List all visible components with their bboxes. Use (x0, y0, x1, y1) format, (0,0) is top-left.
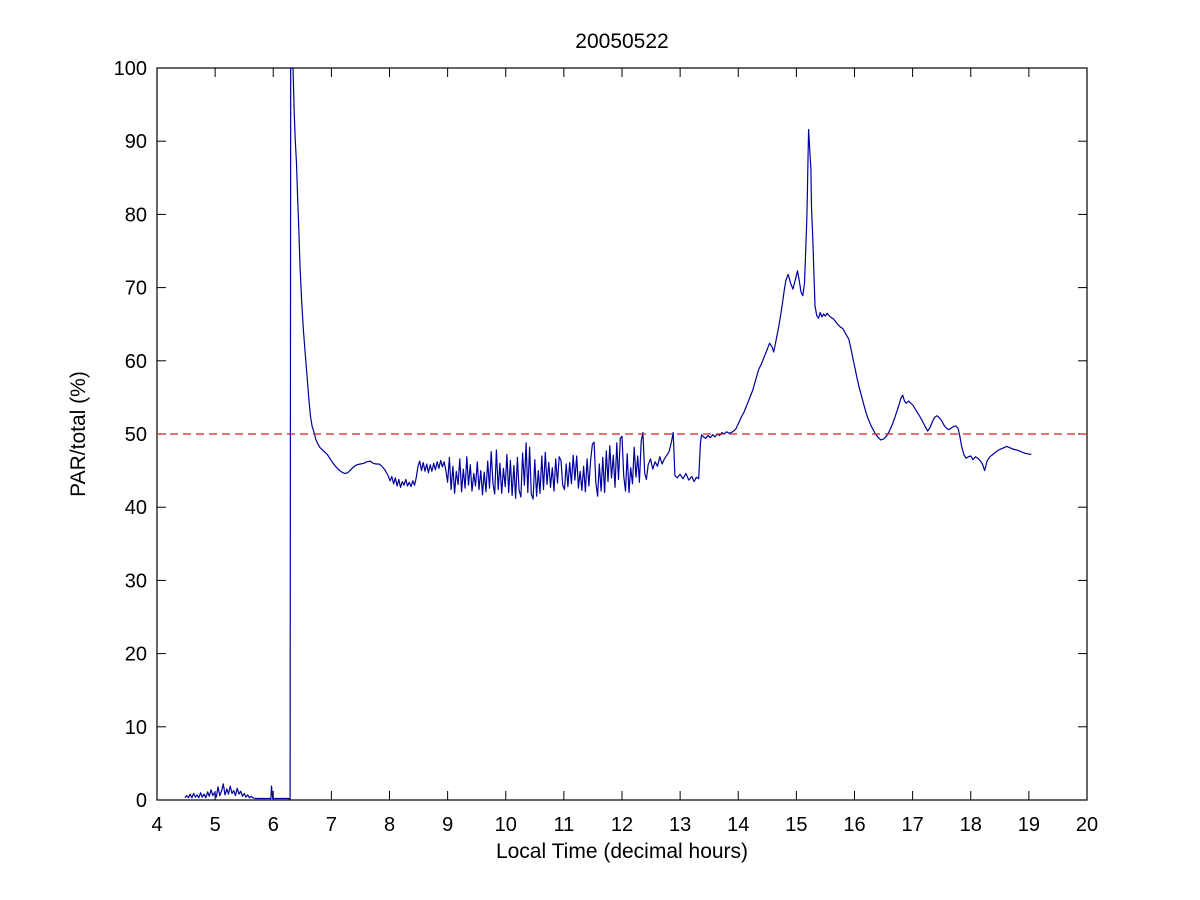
x-tick-label: 11 (553, 814, 574, 836)
y-tick-label: 20 (125, 644, 147, 666)
x-tick-label: 14 (727, 814, 749, 836)
x-tick-label: 16 (843, 814, 865, 836)
y-tick-label: 0 (136, 790, 147, 812)
x-tick-label: 6 (268, 814, 279, 836)
x-tick-label: 8 (384, 814, 395, 836)
x-tick-label: 9 (442, 814, 453, 836)
y-tick-label: 60 (125, 351, 147, 373)
x-axis-label: Local Time (decimal hours) (495, 840, 749, 863)
y-tick-label: 50 (125, 424, 147, 446)
y-tick-label: 10 (125, 717, 147, 739)
x-tick-label: 7 (326, 814, 337, 836)
y-tick-label: 40 (125, 497, 147, 519)
y-tick-label: 90 (125, 131, 147, 153)
x-tick-label: 15 (785, 814, 807, 836)
x-tick-label: 12 (611, 814, 633, 836)
y-axis-label: PAR/total (%) (67, 371, 90, 497)
y-tick-label: 100 (114, 58, 147, 80)
y-tick-label: 70 (125, 278, 147, 300)
y-tick-label: 30 (125, 570, 147, 592)
x-tick-label: 17 (902, 814, 924, 836)
x-tick-label: 20 (1076, 814, 1098, 836)
series-par-total-ratio (184, 67, 1032, 801)
x-tick-label: 13 (669, 814, 691, 836)
x-tick-label: 10 (495, 814, 517, 836)
x-tick-label: 4 (151, 814, 162, 836)
x-tick-label: 5 (210, 814, 221, 836)
x-tick-label: 19 (1018, 814, 1040, 836)
chart-title: 20050522 (575, 30, 669, 53)
y-tick-label: 80 (125, 204, 147, 226)
x-tick-label: 18 (960, 814, 982, 836)
